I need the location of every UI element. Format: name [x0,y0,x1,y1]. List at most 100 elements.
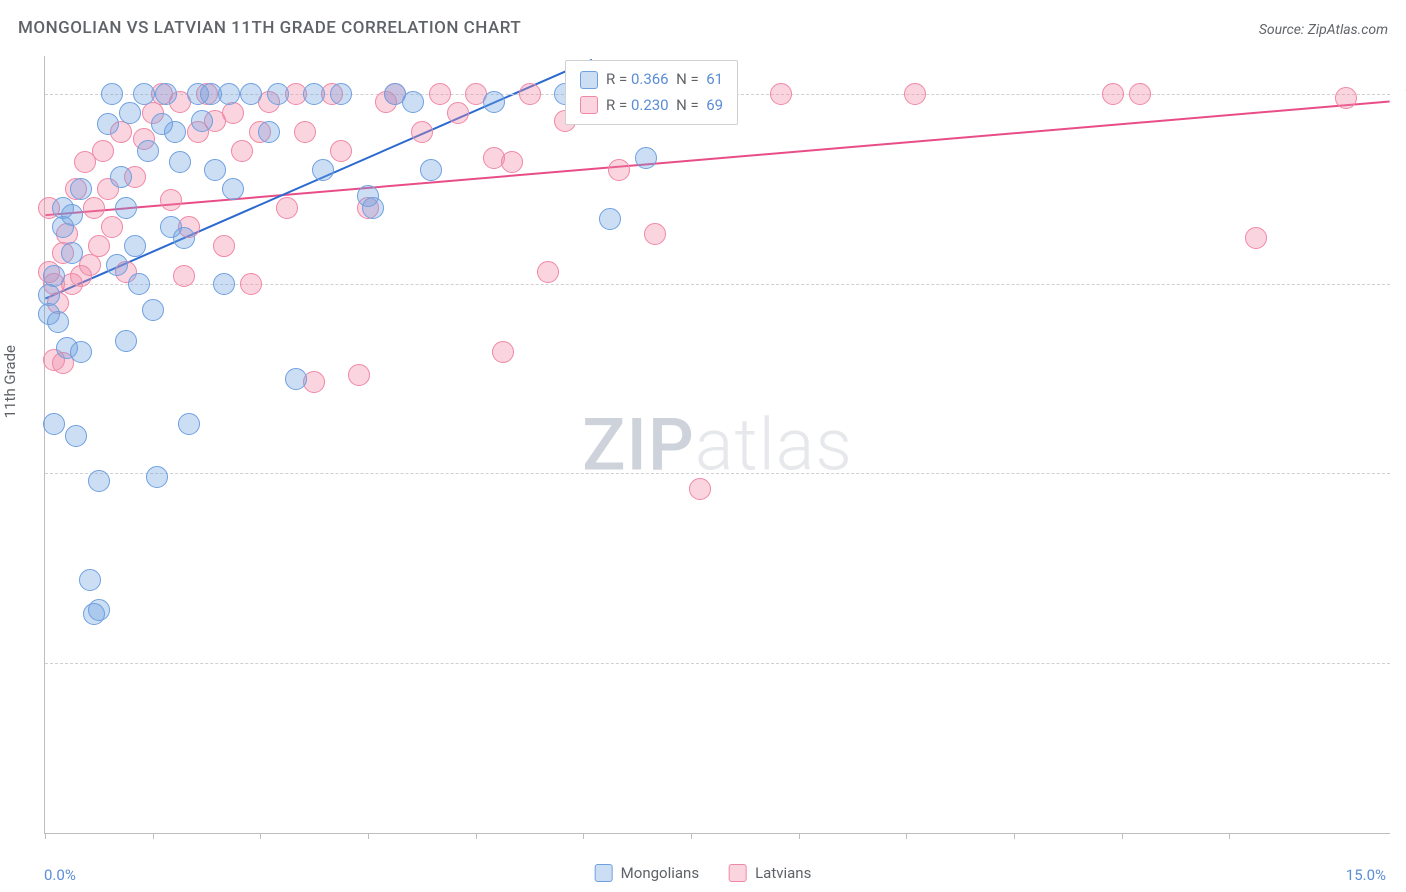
data-point-mongolians [88,599,110,621]
legend-label-mongolians: Mongolians [621,864,699,882]
legend-stats-row-2: R = 0.230 N = 69 [580,93,723,119]
data-point-mongolians [191,110,213,132]
data-point-mongolians [204,159,226,181]
data-point-latvians [88,235,110,257]
data-point-latvians [1245,227,1267,249]
x-tick [691,833,692,839]
data-point-mongolians [222,178,244,200]
data-point-latvians [429,83,451,105]
data-point-mongolians [312,159,334,181]
data-point-mongolians [70,341,92,363]
data-point-mongolians [65,425,87,447]
data-point-mongolians [330,83,352,105]
data-point-latvians [1335,87,1357,109]
data-point-mongolians [267,83,289,105]
legend-swatch-latvians [580,96,598,114]
data-point-mongolians [303,83,325,105]
data-point-mongolians [88,470,110,492]
x-tick [476,833,477,839]
data-point-mongolians [142,299,164,321]
gridline [45,663,1390,664]
data-point-mongolians [173,227,195,249]
data-point-latvians [160,189,182,211]
trend-lines [45,56,1390,833]
data-point-latvians [101,216,123,238]
data-point-mongolians [240,83,262,105]
data-point-mongolians [43,413,65,435]
x-tick [368,833,369,839]
legend-swatch-mongolians [580,71,598,89]
data-point-latvians [276,197,298,219]
data-point-latvians [492,341,514,363]
data-point-mongolians [47,311,69,333]
data-point-latvians [770,83,792,105]
chart-container: MONGOLIAN VS LATVIAN 11TH GRADE CORRELAT… [0,0,1406,892]
data-point-mongolians [137,140,159,162]
data-point-mongolians [285,368,307,390]
x-axis-max-label: 15.0% [1346,866,1386,884]
legend-bottom: Mongolians Latvians [595,864,812,882]
x-tick [906,833,907,839]
data-point-latvians [231,140,253,162]
data-point-mongolians [164,121,186,143]
data-point-mongolians [146,466,168,488]
data-point-mongolians [79,569,101,591]
x-tick [153,833,154,839]
legend-swatch-latvians-bottom [729,864,747,882]
legend-stats-row-1: R = 0.366 N = 61 [580,67,723,93]
legend-label-latvians: Latvians [755,864,811,882]
data-point-mongolians [599,208,621,230]
data-point-mongolians [124,235,146,257]
data-point-latvians [222,102,244,124]
data-point-mongolians [101,83,123,105]
data-point-latvians [240,273,262,295]
x-tick [583,833,584,839]
chart-title: MONGOLIAN VS LATVIAN 11TH GRADE CORRELAT… [18,18,521,38]
data-point-mongolians [155,83,177,105]
x-tick [45,833,46,839]
data-point-mongolians [483,91,505,113]
x-tick [799,833,800,839]
data-point-latvians [294,121,316,143]
x-axis-min-label: 0.0% [44,866,76,884]
data-point-mongolians [110,166,132,188]
source-label: Source: ZipAtlas.com [1259,22,1388,38]
data-point-mongolians [115,330,137,352]
data-point-mongolians [635,147,657,169]
data-point-mongolians [218,83,240,105]
data-point-latvians [537,261,559,283]
data-point-latvians [1129,83,1151,105]
data-point-mongolians [213,273,235,295]
data-point-latvians [904,83,926,105]
gridline [45,473,1390,474]
data-point-latvians [608,159,630,181]
legend-swatch-mongolians-bottom [595,864,613,882]
data-point-mongolians [258,121,280,143]
data-point-mongolians [115,197,137,219]
data-point-latvians [213,235,235,257]
x-tick [1229,833,1230,839]
data-point-mongolians [61,242,83,264]
x-tick [1122,833,1123,839]
data-point-mongolians [70,178,92,200]
data-point-latvians [519,83,541,105]
legend-stats-box: R = 0.366 N = 61 R = 0.230 N = 69 [565,60,738,125]
data-point-mongolians [119,102,141,124]
data-point-latvians [330,140,352,162]
data-point-latvians [644,223,666,245]
data-point-mongolians [402,91,424,113]
data-point-latvians [1102,83,1124,105]
data-point-mongolians [420,159,442,181]
data-point-latvians [411,121,433,143]
data-point-mongolians [61,204,83,226]
x-tick [260,833,261,839]
data-point-mongolians [43,265,65,287]
data-point-mongolians [128,273,150,295]
data-point-latvians [348,364,370,386]
data-point-mongolians [169,151,191,173]
y-axis-title: 11th Grade [1,345,19,418]
data-point-latvians [173,265,195,287]
data-point-latvians [83,197,105,219]
data-point-latvians [501,151,523,173]
data-point-latvians [92,140,114,162]
